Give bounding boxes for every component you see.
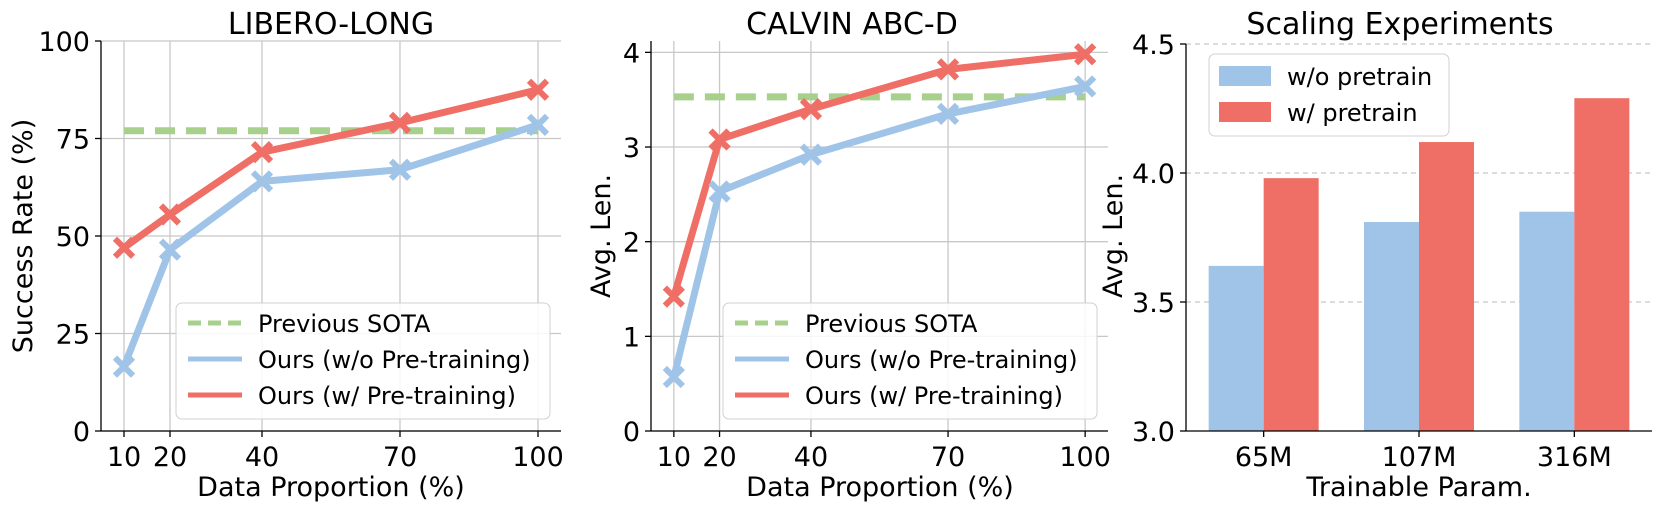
- data-point-series-1: [936, 102, 960, 126]
- y-tick-label: 3.0: [1132, 417, 1175, 448]
- y-tick-label: 4.5: [1132, 30, 1175, 61]
- legend-box: [722, 302, 1098, 420]
- legend-label-baseline: Previous SOTA: [805, 310, 978, 338]
- data-point-series-2: [526, 78, 550, 101]
- data-point-series-2: [662, 285, 685, 308]
- legend-swatch-series-1: [1219, 66, 1271, 86]
- x-tick-label: 40: [794, 442, 828, 473]
- legend-box: [175, 302, 551, 420]
- x-axis-label: Trainable Param.: [1305, 472, 1531, 503]
- y-tick-label: 3: [623, 133, 640, 164]
- bar-series-1: [1364, 222, 1419, 431]
- y-tick-label: 100: [38, 27, 90, 58]
- data-point-series-2: [112, 236, 136, 259]
- chart-libero-long: LIBERO-LONG 10 20 40 70 100 0 25 50 75 100 Data P…: [8, 7, 564, 503]
- marks: [1208, 98, 1630, 432]
- data-point-series-1: [158, 238, 182, 261]
- x-tick-label: 65M: [1235, 442, 1293, 473]
- legend-label-series-1: Ours (w/o Pre-training): [258, 346, 531, 374]
- x-tick-label: 10: [107, 442, 141, 473]
- bar-series-1: [1208, 265, 1264, 431]
- y-tick-label: 4: [623, 38, 640, 69]
- x-tick-label: 40: [245, 442, 279, 473]
- x-tick-label: 100: [512, 442, 564, 473]
- y-axis-label: Avg. Len.: [1098, 174, 1129, 298]
- legend-label-baseline: Previous SOTA: [258, 310, 431, 338]
- y-tick-label: 0: [73, 417, 90, 448]
- legend-label-series-1: w/o pretrain: [1287, 63, 1432, 91]
- data-point-series-1: [662, 365, 685, 389]
- legend-label-series-1: Ours (w/o Pre-training): [805, 346, 1078, 374]
- y-tick-label: 25: [56, 320, 90, 351]
- data-point-series-2: [936, 58, 960, 81]
- ticks: 10 20 40 70 100 0 1 2 3 4: [623, 38, 1111, 473]
- y-axis-label: Success Rate (%): [8, 119, 39, 353]
- x-tick-label: 20: [702, 442, 736, 473]
- y-axis-label: Avg. Len.: [586, 174, 617, 298]
- x-tick-label: 316M: [1537, 442, 1612, 473]
- marks: [662, 43, 1097, 389]
- series-line-2: [120, 86, 542, 252]
- chart-title: LIBERO-LONG: [228, 7, 434, 42]
- data-point-series-2: [250, 141, 274, 164]
- y-tick-label: 1: [623, 322, 640, 353]
- data-point-series-2: [799, 98, 823, 121]
- legend: Previous SOTA Ours (w/o Pre-training) Ou…: [722, 302, 1098, 420]
- data-point-series-1: [1074, 75, 1097, 98]
- legend: w/o pretrain w/ pretrain: [1208, 53, 1450, 137]
- y-tick-label: 50: [56, 222, 90, 253]
- x-tick-label: 10: [657, 442, 691, 473]
- data-point-series-1: [250, 170, 274, 193]
- data-point-series-1: [388, 158, 412, 181]
- x-axis-label: Data Proportion (%): [197, 472, 465, 503]
- legend-label-series-2: Ours (w/ Pre-training): [258, 382, 516, 410]
- chart-title: CALVIN ABC-D: [746, 7, 958, 42]
- x-tick-label: 100: [1059, 442, 1111, 473]
- x-tick-label: 107M: [1382, 442, 1457, 473]
- x-tick-label: 20: [153, 442, 187, 473]
- x-axis-label: Data Proportion (%): [746, 472, 1014, 503]
- y-tick-label: 4.0: [1132, 159, 1175, 190]
- series-line-2: [670, 50, 1089, 301]
- chart-title: Scaling Experiments: [1246, 7, 1553, 42]
- y-tick-label: 75: [56, 125, 90, 156]
- y-tick-label: 2: [623, 228, 640, 259]
- marks: [112, 78, 550, 378]
- y-tick-label: 3.5: [1132, 288, 1175, 319]
- data-point-series-2: [158, 203, 182, 226]
- legend-label-series-2: Ours (w/ Pre-training): [805, 382, 1063, 410]
- data-point-series-1: [708, 180, 731, 203]
- data-point-series-2: [388, 111, 412, 135]
- data-point-series-1: [526, 113, 550, 136]
- data-point-series-1: [112, 355, 136, 378]
- chart-calvin-abc-d: CALVIN ABC-D 10 20 40 70 100 0 1 2 3 4 Data Propo…: [586, 7, 1111, 503]
- ticks: 3.0 3.5 4.0 4.5 65M 107M 316M: [1132, 30, 1612, 473]
- legend: Previous SOTA Ours (w/o Pre-training) Ou…: [175, 302, 551, 420]
- x-tick-label: 70: [383, 442, 417, 473]
- legend-swatch-series-2: [1219, 102, 1271, 122]
- data-point-series-1: [799, 143, 823, 166]
- bar-series-2: [1263, 178, 1319, 431]
- data-point-series-2: [708, 128, 731, 151]
- ticks: 10 20 40 70 100 0 25 50 75 100: [38, 27, 563, 473]
- y-tick-label: 0: [623, 417, 640, 448]
- legend-label-series-2: w/ pretrain: [1287, 99, 1418, 127]
- x-tick-label: 70: [931, 442, 965, 473]
- bar-series-1: [1519, 211, 1575, 431]
- data-point-series-2: [1074, 43, 1097, 66]
- bar-series-2: [1574, 98, 1630, 432]
- bar-series-2: [1419, 142, 1474, 432]
